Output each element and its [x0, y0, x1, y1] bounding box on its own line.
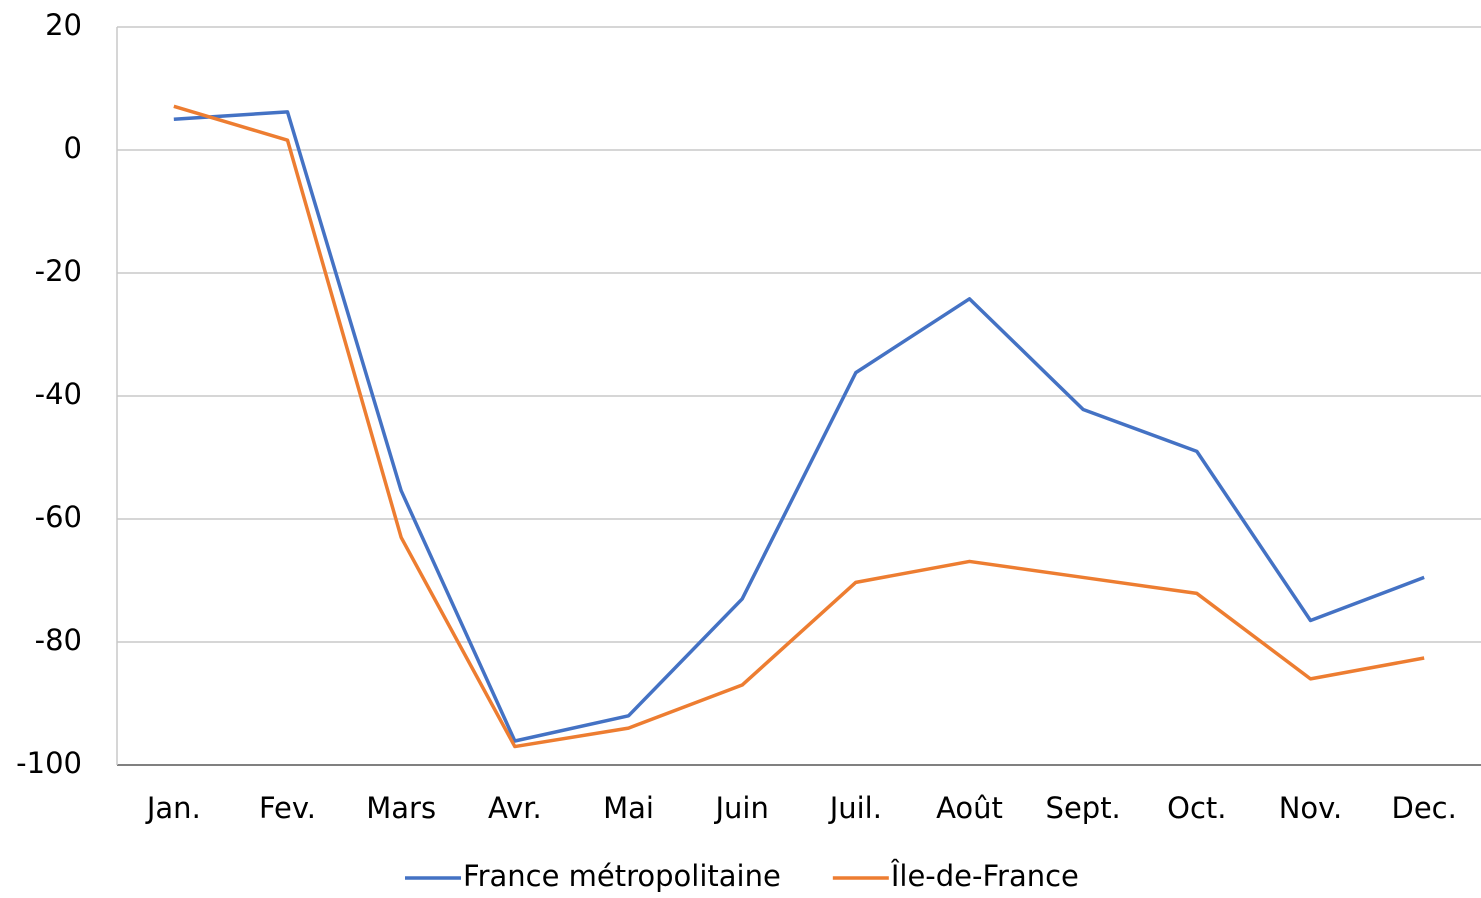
x-tick-label: Oct. [1167, 791, 1226, 825]
series-line [173, 110, 1425, 743]
y-tick-label: -40 [35, 377, 82, 411]
x-tick-label: Jan. [145, 791, 201, 825]
x-tick-label: Juil. [828, 791, 882, 825]
y-tick-label: 20 [45, 8, 82, 42]
x-tick-label: Sept. [1046, 791, 1121, 825]
x-tick-label: Avr. [488, 791, 542, 825]
x-tick-label: Mai [603, 791, 654, 825]
x-tick-label: Mars [366, 791, 436, 825]
y-tick-label: -60 [35, 500, 82, 534]
legend-label: Île-de-France [890, 859, 1079, 893]
series-line [173, 104, 1425, 749]
x-tick-label: Août [936, 791, 1003, 825]
x-tick-label: Juin [713, 791, 768, 825]
x-tick-label: Fev. [259, 791, 316, 825]
x-tick-label: Nov. [1279, 791, 1343, 825]
y-tick-label: -100 [16, 746, 82, 780]
y-tick-label: -20 [35, 254, 82, 288]
legend-label: France métropolitaine [463, 859, 781, 893]
y-tick-label: 0 [64, 131, 82, 165]
x-tick-label: Dec. [1391, 791, 1456, 825]
y-tick-label: -80 [35, 623, 82, 657]
